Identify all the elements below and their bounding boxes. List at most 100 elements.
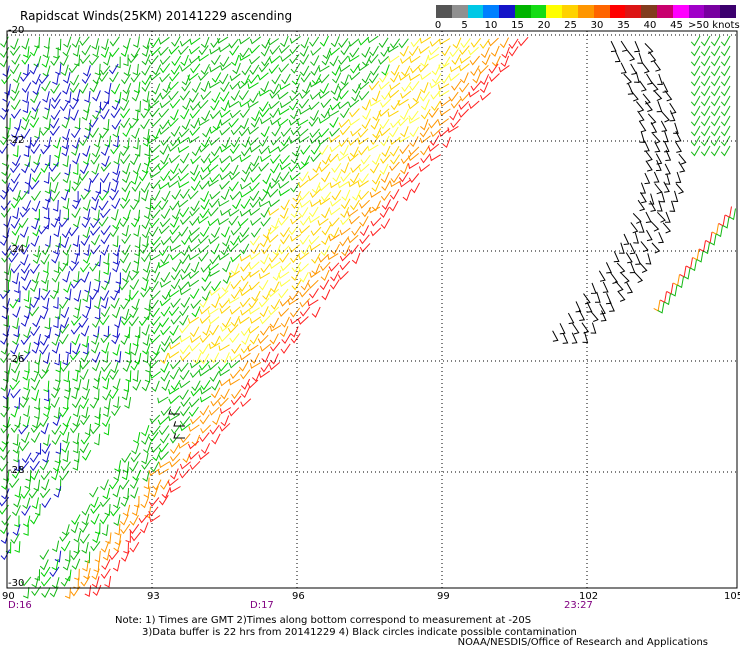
wind-barb bbox=[229, 171, 240, 181]
wind-barb bbox=[168, 351, 180, 359]
wind-barb bbox=[148, 281, 159, 292]
wind-barb bbox=[158, 199, 169, 211]
wind-barb bbox=[21, 236, 29, 248]
wind-barb bbox=[369, 134, 381, 146]
wind-barb bbox=[178, 163, 189, 174]
wind-barb bbox=[310, 55, 320, 67]
wind-barb bbox=[330, 198, 342, 207]
wind-barb bbox=[121, 452, 132, 464]
wind-barb bbox=[1, 173, 11, 185]
wind-barb bbox=[53, 407, 60, 420]
wind-barb bbox=[100, 306, 111, 318]
wind-barb bbox=[289, 54, 300, 65]
wind-barb bbox=[372, 127, 382, 139]
wind-barb bbox=[208, 406, 220, 416]
wind-barb bbox=[128, 290, 139, 301]
wind-barb bbox=[319, 279, 330, 291]
wind-barb bbox=[211, 92, 221, 104]
wind-barb bbox=[198, 361, 210, 371]
wind-barb bbox=[149, 46, 161, 56]
wind-barb bbox=[341, 245, 351, 257]
wind-barb bbox=[281, 73, 291, 85]
wind-barb bbox=[161, 190, 171, 202]
wind-barb bbox=[53, 316, 59, 329]
wind-barb bbox=[190, 387, 202, 397]
wind-barb bbox=[191, 434, 201, 447]
wind-barb bbox=[629, 262, 636, 274]
wind-barb bbox=[9, 298, 20, 309]
wind-barb bbox=[390, 154, 401, 165]
wind-barb bbox=[710, 35, 721, 47]
wind-barb bbox=[240, 398, 252, 408]
wind-barb bbox=[23, 290, 30, 303]
wind-barb bbox=[81, 388, 90, 401]
wind-barb bbox=[132, 334, 140, 347]
wind-barb bbox=[22, 110, 32, 122]
wind-barb bbox=[112, 559, 121, 572]
wind-barb bbox=[201, 110, 211, 122]
wind-barb bbox=[122, 37, 131, 50]
wind-barb bbox=[1, 307, 9, 320]
wind-barb bbox=[1, 245, 12, 256]
wind-barb bbox=[71, 144, 80, 156]
wind-barb bbox=[55, 360, 62, 373]
wind-barb bbox=[70, 278, 81, 289]
wind-barb bbox=[199, 395, 212, 403]
wind-barb bbox=[329, 55, 339, 67]
wind-barb bbox=[11, 272, 19, 285]
wind-barb bbox=[109, 71, 119, 83]
wind-barb bbox=[349, 47, 360, 58]
wind-barb bbox=[400, 154, 412, 165]
wind-barb bbox=[318, 253, 329, 263]
wind-barb bbox=[192, 352, 202, 364]
wind-barb bbox=[190, 335, 202, 344]
wind-barb bbox=[9, 45, 21, 56]
wind-barb bbox=[70, 324, 82, 335]
wind-barb bbox=[700, 135, 711, 147]
wind-barb bbox=[361, 72, 371, 84]
wind-barb bbox=[51, 468, 60, 481]
wind-barb bbox=[269, 107, 280, 119]
wind-barb bbox=[400, 55, 412, 65]
wind-barb bbox=[357, 63, 369, 72]
wind-barb bbox=[209, 254, 220, 265]
wind-barb bbox=[142, 37, 151, 50]
wind-barb bbox=[380, 218, 391, 230]
wind-barb bbox=[109, 36, 120, 47]
wind-barb bbox=[269, 83, 280, 95]
wind-barb bbox=[124, 343, 132, 355]
wind-barb bbox=[648, 193, 655, 205]
wind-barb bbox=[240, 262, 251, 272]
wind-barb bbox=[361, 46, 371, 58]
wind-barb bbox=[259, 236, 269, 248]
wind-barb bbox=[399, 144, 410, 155]
wind-barb bbox=[262, 173, 272, 185]
wind-barb bbox=[209, 287, 221, 296]
wind-barb bbox=[41, 497, 52, 509]
wind-barb bbox=[40, 144, 51, 155]
wind-barb bbox=[269, 45, 281, 55]
wind-barb bbox=[60, 575, 71, 587]
wind-barb bbox=[644, 172, 651, 185]
wind-barb bbox=[44, 190, 52, 203]
wind-barb bbox=[501, 47, 510, 59]
wind-barb bbox=[169, 458, 181, 468]
wind-barb bbox=[230, 279, 242, 290]
wind-barb bbox=[49, 586, 59, 598]
wind-barb bbox=[20, 335, 31, 346]
wind-barb bbox=[62, 559, 71, 571]
wind-barb bbox=[690, 105, 701, 117]
wind-barb bbox=[124, 397, 132, 409]
wind-barb bbox=[349, 108, 360, 118]
wind-barb bbox=[189, 92, 199, 103]
wind-barb bbox=[508, 38, 519, 49]
wind-barb bbox=[69, 350, 81, 361]
wind-barb bbox=[62, 155, 69, 168]
wind-barb bbox=[88, 117, 99, 128]
wind-barb bbox=[248, 307, 260, 315]
wind-barb bbox=[133, 495, 140, 508]
wind-barb bbox=[191, 82, 202, 94]
wind-barb bbox=[171, 189, 182, 200]
wind-barb bbox=[378, 56, 389, 65]
wind-barb bbox=[73, 290, 82, 302]
